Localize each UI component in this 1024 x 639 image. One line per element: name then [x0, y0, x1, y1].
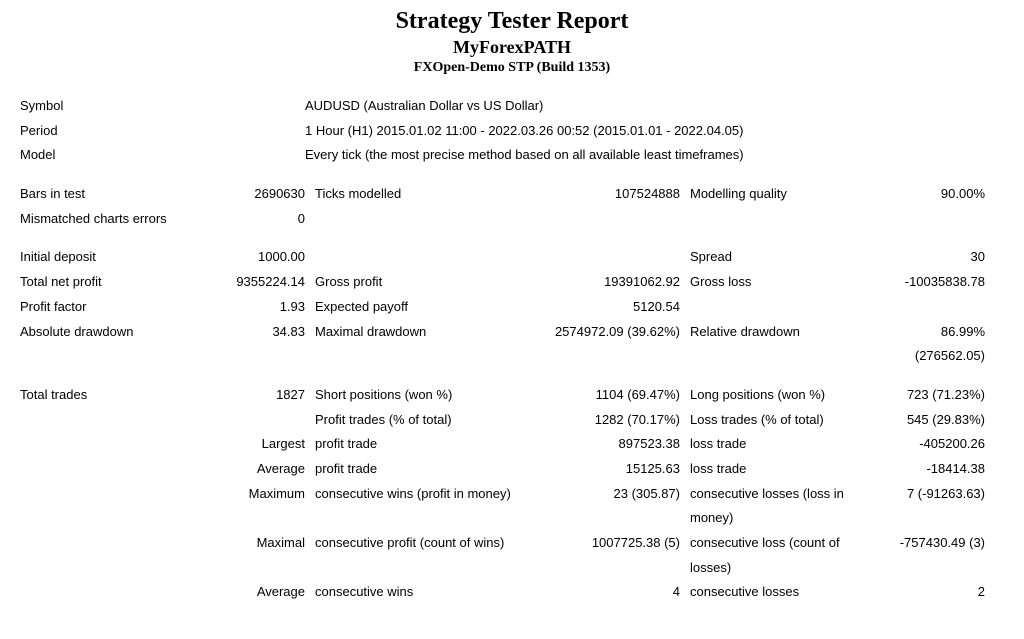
max-drawdown-value: 2574972.09 (39.62%) [540, 320, 680, 345]
net-profit-value: 9355224.14 [220, 270, 305, 295]
total-trades-value: 1827 [220, 383, 305, 408]
period-value: 1 Hour (H1) 2015.01.02 11:00 - 2022.03.2… [305, 119, 985, 144]
avg-cons-wins-value: 4 [540, 580, 680, 605]
ticks-label: Ticks modelled [305, 182, 540, 207]
model-value: Every tick (the most precise method base… [305, 143, 985, 168]
average-label-1: Average [220, 457, 305, 482]
largest-label: Largest [220, 432, 305, 457]
short-positions-value: 1104 (69.47%) [540, 383, 680, 408]
long-positions-value: 723 (71.23%) [870, 383, 985, 408]
report-header: Strategy Tester Report MyForexPATH FXOpe… [20, 8, 1004, 76]
profit-trades-label: Profit trades (% of total) [305, 408, 540, 433]
symbol-label: Symbol [20, 94, 220, 119]
avg-profit-trade-label: profit trade [305, 457, 540, 482]
quality-value: 90.00% [870, 182, 985, 207]
report-server-build: FXOpen-Demo STP (Build 1353) [20, 60, 1004, 76]
spread-value: 30 [870, 245, 985, 270]
largest-profit-trade-label: profit trade [305, 432, 540, 457]
ticks-value: 107524888 [540, 182, 680, 207]
report-title: Strategy Tester Report [20, 8, 1004, 35]
quality-label: Modelling quality [680, 182, 870, 207]
cons-losses-money-label: consecutive losses (loss in money) [680, 482, 870, 531]
cons-loss-count-value: -757430.49 (3) [870, 531, 985, 556]
loss-trades-value: 545 (29.83%) [870, 408, 985, 433]
cons-profit-count-label: consecutive profit (count of wins) [305, 531, 540, 556]
max-drawdown-label: Maximal drawdown [305, 320, 540, 345]
initial-deposit-label: Initial deposit [20, 245, 220, 270]
bars-value: 2690630 [220, 182, 305, 207]
avg-cons-losses-label: consecutive losses [680, 580, 870, 605]
net-profit-label: Total net profit [20, 270, 220, 295]
abs-drawdown-value: 34.83 [220, 320, 305, 345]
avg-cons-wins-label: consecutive wins [305, 580, 540, 605]
initial-deposit-value: 1000.00 [220, 245, 305, 270]
cons-profit-count-value: 1007725.38 (5) [540, 531, 680, 556]
loss-trades-label: Loss trades (% of total) [680, 408, 870, 433]
bars-label: Bars in test [20, 182, 220, 207]
maximum-label: Maximum [220, 482, 305, 507]
average-label-2: Average [220, 580, 305, 605]
model-label: Model [20, 143, 220, 168]
cons-losses-money-value: 7 (-91263.63) [870, 482, 985, 507]
report-subtitle: MyForexPATH [20, 37, 1004, 58]
short-positions-label: Short positions (won %) [305, 383, 540, 408]
cons-wins-money-label: consecutive wins (profit in money) [305, 482, 540, 507]
maximal-label: Maximal [220, 531, 305, 556]
largest-loss-trade-label: loss trade [680, 432, 870, 457]
mismatch-value: 0 [220, 207, 305, 232]
gross-loss-value: -10035838.78 [870, 270, 985, 295]
cons-wins-money-value: 23 (305.87) [540, 482, 680, 507]
mismatch-label: Mismatched charts errors [20, 207, 220, 232]
gross-profit-label: Gross profit [305, 270, 540, 295]
avg-loss-trade-label: loss trade [680, 457, 870, 482]
long-positions-label: Long positions (won %) [680, 383, 870, 408]
profit-block: Initial deposit 1000.00 Spread 30 Total … [20, 245, 1004, 368]
cons-loss-count-label: consecutive loss (count of losses) [680, 531, 870, 580]
expected-payoff-label: Expected payoff [305, 295, 540, 320]
avg-cons-losses-value: 2 [870, 580, 985, 605]
largest-loss-trade-value: -405200.26 [870, 432, 985, 457]
expected-payoff-value: 5120.54 [540, 295, 680, 320]
gross-loss-label: Gross loss [680, 270, 870, 295]
info-block: Symbol AUDUSD (Australian Dollar vs US D… [20, 94, 1004, 168]
period-label: Period [20, 119, 220, 144]
avg-loss-trade-value: -18414.38 [870, 457, 985, 482]
avg-profit-trade-value: 15125.63 [540, 457, 680, 482]
spread-label: Spread [680, 245, 870, 270]
abs-drawdown-label: Absolute drawdown [20, 320, 220, 345]
total-trades-label: Total trades [20, 383, 220, 408]
profit-factor-label: Profit factor [20, 295, 220, 320]
trades-block: Total trades 1827 Short positions (won %… [20, 383, 1004, 605]
rel-drawdown-value: 86.99% (276562.05) [870, 320, 985, 369]
rel-drawdown-label: Relative drawdown [680, 320, 870, 345]
bars-block: Bars in test 2690630 Ticks modelled 1075… [20, 182, 1004, 231]
gross-profit-value: 19391062.92 [540, 270, 680, 295]
largest-profit-trade-value: 897523.38 [540, 432, 680, 457]
profit-trades-value: 1282 (70.17%) [540, 408, 680, 433]
symbol-value: AUDUSD (Australian Dollar vs US Dollar) [305, 94, 985, 119]
profit-factor-value: 1.93 [220, 295, 305, 320]
